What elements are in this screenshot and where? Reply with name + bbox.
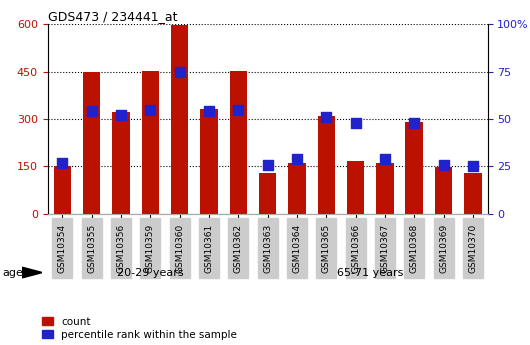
Point (263, 162, 272, 167)
Text: 65-71 years: 65-71 years (337, 268, 403, 277)
Bar (405, 122, 423, 214)
Bar (347, 161, 365, 214)
Bar (54, 166, 71, 214)
Point (439, 162, 448, 167)
Point (234, 107, 243, 112)
Point (87, 109, 96, 114)
Point (469, 164, 477, 169)
Point (205, 109, 213, 114)
Point (381, 156, 389, 161)
Bar (288, 163, 306, 214)
Bar (464, 173, 482, 214)
Bar (259, 173, 277, 214)
Bar (112, 112, 130, 214)
Bar (83, 72, 101, 214)
Bar (435, 167, 453, 214)
Point (175, 69, 184, 74)
Bar (229, 71, 247, 214)
Point (322, 115, 331, 120)
Point (117, 112, 125, 118)
Polygon shape (22, 267, 42, 278)
Text: age: age (3, 268, 23, 277)
Bar (376, 163, 394, 214)
Bar (317, 117, 335, 214)
Bar (142, 71, 159, 214)
Legend: count, percentile rank within the sample: count, percentile rank within the sample (42, 317, 237, 340)
Point (351, 120, 360, 126)
Point (410, 120, 419, 126)
Text: GDS473 / 234441_at: GDS473 / 234441_at (48, 10, 177, 23)
Bar (171, 25, 189, 214)
Point (146, 107, 155, 112)
Point (293, 156, 301, 161)
Text: 20-29 years: 20-29 years (117, 268, 184, 277)
Bar (200, 109, 218, 214)
Point (58, 160, 67, 165)
